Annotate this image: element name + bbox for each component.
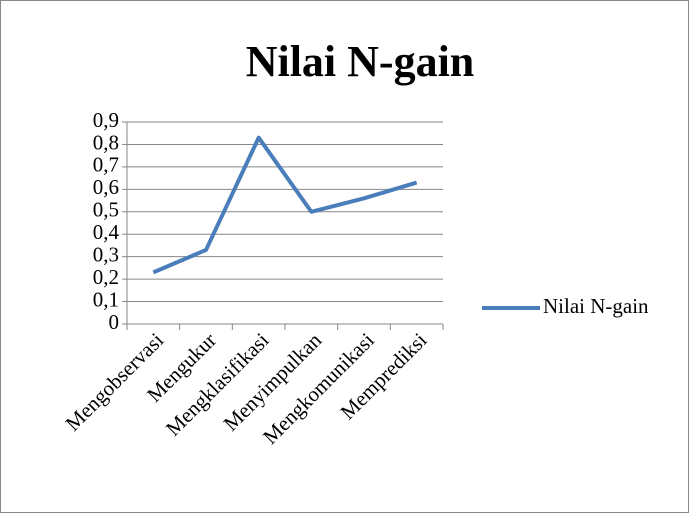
y-tick-label: 0,7 bbox=[93, 153, 119, 177]
y-tick-label: 0,1 bbox=[93, 287, 119, 311]
data-line bbox=[152, 135, 418, 275]
y-tick-label: 0,6 bbox=[93, 175, 119, 199]
y-tick-label: 0,5 bbox=[93, 198, 119, 222]
y-tick-label: 0,8 bbox=[93, 130, 119, 154]
chart-title: Nilai N-gain bbox=[246, 37, 475, 86]
y-tick-label: 0,3 bbox=[93, 242, 119, 266]
y-tick-label: 0,9 bbox=[93, 108, 119, 132]
legend-label: Nilai N-gain bbox=[543, 294, 649, 318]
y-tick-label: 0 bbox=[109, 310, 120, 334]
y-tick-label: 0,2 bbox=[93, 265, 119, 289]
y-tick-label: 0,4 bbox=[93, 220, 120, 244]
